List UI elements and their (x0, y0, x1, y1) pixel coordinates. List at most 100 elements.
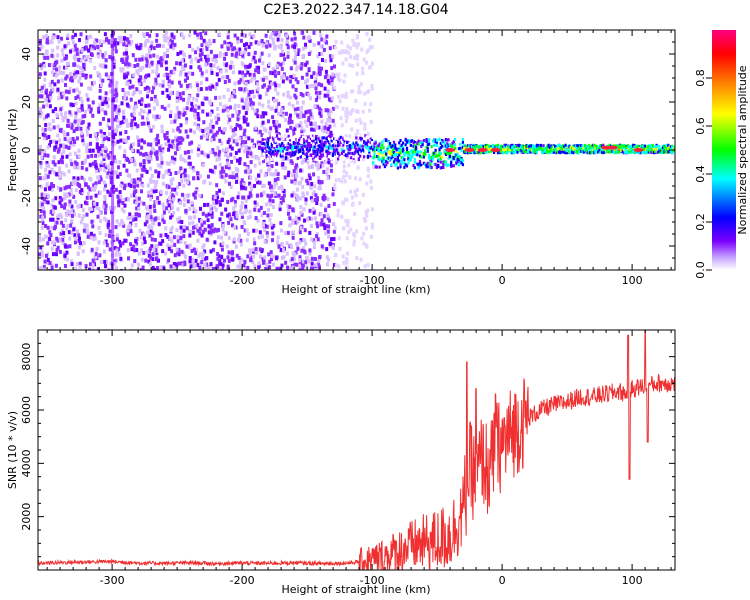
heatmap-cell (153, 217, 157, 222)
heatmap-cell (354, 193, 358, 198)
heatmap-cell (303, 141, 306, 145)
heatmap-cell (92, 233, 96, 238)
heatmap-cell (108, 55, 112, 60)
heatmap-cell (293, 47, 297, 52)
heatmap-cell (127, 182, 131, 187)
heatmap-cell (522, 147, 526, 151)
heatmap-cell (299, 168, 303, 173)
heatmap-cell (439, 146, 442, 150)
heatmap-cell (142, 56, 146, 61)
heatmap-cell (507, 148, 510, 152)
heatmap-cell (212, 63, 216, 68)
heatmap-cell (349, 111, 353, 116)
heatmap-cell (268, 151, 271, 155)
heatmap-cell (325, 224, 329, 229)
heatmap-cell (179, 50, 183, 55)
heatmap-cell (350, 145, 353, 149)
heatmap-cell (327, 156, 331, 160)
heatmap-cell (495, 146, 498, 150)
heatmap-cell (171, 193, 175, 198)
heatmap-cell (289, 159, 293, 164)
heatmap-cell (70, 125, 74, 130)
heatmap-cell (220, 211, 224, 216)
heatmap-cell (106, 74, 110, 79)
heatmap-cell (251, 260, 255, 265)
heatmap-cell (216, 252, 220, 257)
heatmap-cell (58, 200, 62, 205)
heatmap-cell (370, 61, 374, 66)
heatmap-cell (76, 123, 80, 128)
heatmap-cell (68, 110, 72, 115)
heatmap-cell (241, 70, 245, 75)
heatmap-cell (298, 112, 302, 117)
heatmap-cell (320, 51, 324, 56)
heatmap-cell (275, 122, 279, 127)
heatmap-cell (299, 155, 302, 159)
heatmap-cell (213, 165, 217, 170)
heatmap-cell (133, 180, 137, 185)
heatmap-cell (80, 100, 84, 105)
heatmap-cell (63, 44, 67, 49)
heatmap-cell (159, 57, 163, 62)
heatmap-cell (264, 135, 267, 139)
heatmap-cell (291, 251, 295, 256)
heatmap-cell (529, 144, 532, 148)
heatmap-cell (442, 139, 445, 143)
heatmap-cell (286, 45, 290, 50)
heatmap-cell (317, 156, 320, 160)
heatmap-cell (40, 66, 44, 71)
heatmap-cell (304, 201, 308, 206)
heatmap-cell (291, 103, 295, 108)
heatmap-cell (149, 255, 153, 260)
heatmap-cell (297, 181, 301, 186)
heatmap-cell (142, 121, 146, 126)
heatmap-cell (99, 151, 103, 156)
heatmap-cell (191, 71, 195, 76)
heatmap-cell (179, 235, 183, 240)
heatmap-cell (229, 198, 233, 203)
heatmap-cell (485, 150, 488, 154)
heatmap-cell (142, 164, 146, 169)
heatmap-cell (382, 146, 385, 150)
heatmap-cell (40, 155, 44, 160)
heatmap-cell (261, 149, 264, 153)
heatmap-cell (299, 225, 303, 230)
heatmap-cell (356, 143, 359, 147)
heatmap-cell (226, 140, 230, 145)
heatmap-cell (85, 149, 89, 154)
heatmap-cell (350, 156, 353, 160)
heatmap-cell (70, 192, 74, 197)
heatmap-cell (165, 130, 169, 135)
heatmap-cell (179, 71, 183, 76)
heatmap-cell (279, 221, 283, 226)
heatmap-cell (223, 40, 227, 45)
heatmap-cell (301, 135, 305, 139)
heatmap-cell (324, 69, 328, 74)
heatmap-cell (254, 247, 258, 252)
heatmap-cell (270, 134, 273, 138)
heatmap-cell (329, 135, 332, 139)
heatmap-cell (310, 115, 314, 120)
heatmap-cell (270, 147, 274, 152)
heatmap-cell (343, 136, 346, 140)
heatmap-cell (265, 224, 269, 229)
heatmap-cell (233, 215, 237, 220)
heatmap-cell (321, 157, 324, 161)
heatmap-cell (140, 248, 144, 253)
heatmap-cell (429, 161, 432, 165)
heatmap-cell (180, 174, 184, 179)
heatmap-cell (412, 150, 415, 154)
heatmap-cell (331, 153, 334, 157)
heatmap-cell (50, 53, 54, 58)
heatmap-cell (267, 99, 271, 104)
heatmap-cell (333, 186, 337, 191)
heatmap-cell (94, 193, 98, 198)
heatmap-cell (169, 114, 173, 119)
heatmap-cell (319, 222, 323, 227)
heatmap-cell (217, 152, 221, 157)
heatmap-cell (281, 161, 285, 166)
heatmap-cell (192, 209, 196, 214)
heatmap-cell (173, 66, 177, 71)
heatmap-cell (211, 196, 215, 201)
heatmap-cell (279, 149, 282, 153)
